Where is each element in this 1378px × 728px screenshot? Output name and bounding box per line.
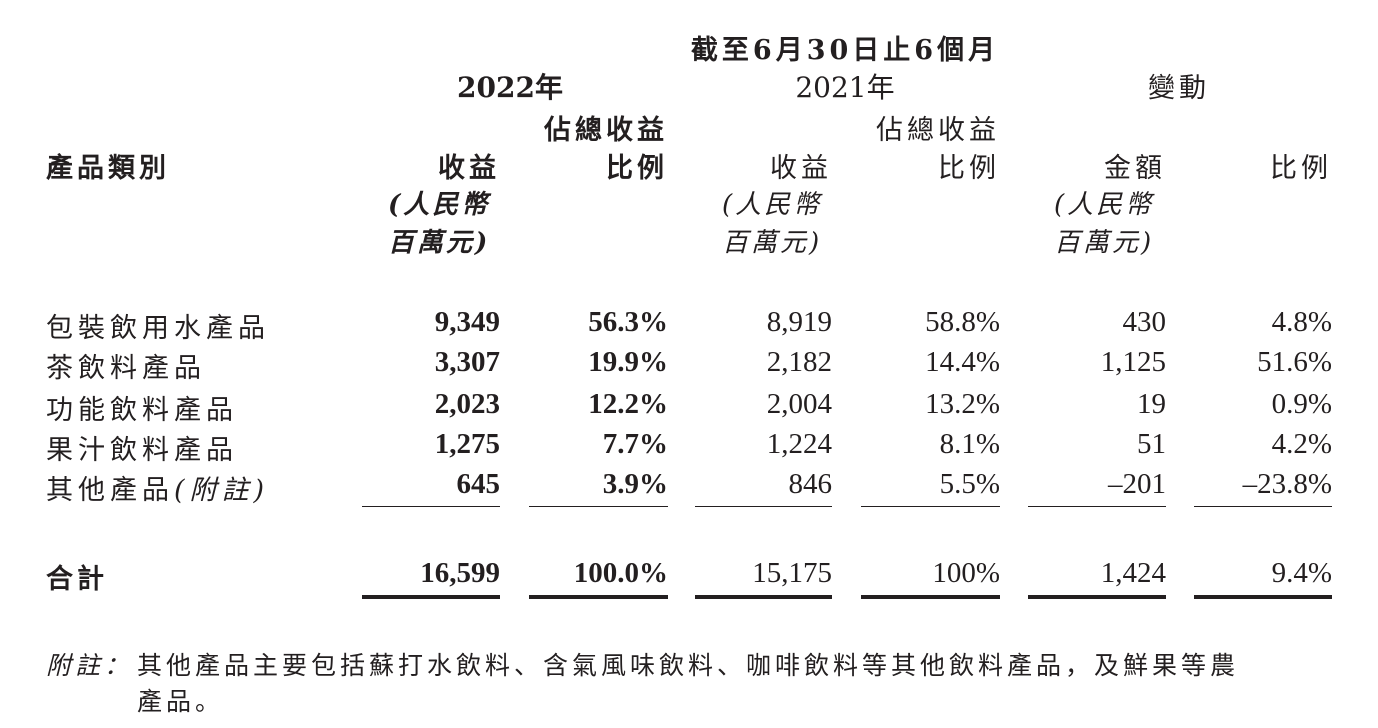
chg-pct-cell: –23.8%	[1242, 468, 1332, 500]
pct-2021-cell: 14.4%	[925, 346, 1000, 378]
pct-2021-cell: 8.1%	[939, 428, 1000, 460]
footnote-text-line1: 其他產品主要包括蘇打水飲料、含氣風味飲料、咖啡飲料等其他飲料產品，及鮮果等農	[137, 651, 1240, 680]
pct-2021-cell: 5.5%	[939, 468, 1000, 500]
total-pct-2022: 100.0%	[573, 557, 668, 589]
total-rule	[1028, 595, 1166, 599]
rev-2021-cell: 1,224	[766, 428, 832, 460]
total-rule	[362, 595, 500, 599]
rev-2022-cell: 645	[456, 468, 501, 500]
year-2021-heading: 2021年	[795, 71, 895, 104]
rev-2022-cell: 3,307	[434, 346, 500, 378]
subtotal-rule	[1194, 506, 1332, 507]
unit-change: (人民幣 百萬元)	[1054, 190, 1155, 258]
chg-pct-cell: 0.9%	[1271, 388, 1332, 420]
subtotal-rule	[362, 506, 500, 507]
chg-amount-cell: 430	[1122, 306, 1167, 338]
pct-2021-cell: 13.2%	[925, 388, 1000, 420]
row-category: 包裝飲用水產品	[46, 313, 270, 344]
subtotal-rule	[1028, 506, 1166, 507]
change-ratio-header: 比例	[1270, 153, 1332, 184]
total-rule	[529, 595, 668, 599]
chg-amount-cell: –201	[1108, 468, 1166, 500]
year-2022-heading: 2022年	[457, 71, 563, 104]
rev-2022-cell: 9,349	[434, 306, 500, 338]
rev-2022-cell: 1,275	[434, 428, 500, 460]
subtotal-rule	[861, 506, 1000, 507]
chg-pct-cell: 4.8%	[1271, 306, 1332, 338]
pct-2022-cell: 12.2%	[588, 388, 668, 420]
chg-pct-cell: 51.6%	[1257, 346, 1332, 378]
total-chg-pct: 9.4%	[1271, 557, 1332, 589]
total-rule	[861, 595, 1000, 599]
row-category: 茶飲料產品	[46, 353, 206, 384]
pct-2022-cell: 3.9%	[602, 468, 668, 500]
footnote-text-line2: 產品。	[137, 687, 225, 716]
revenue-2021-header: 收益	[770, 153, 832, 184]
subtotal-rule	[695, 506, 832, 507]
footnote-label: 附註：	[46, 651, 134, 680]
share-heading-2021: 佔總收益	[876, 115, 1000, 146]
change-heading: 變動	[1148, 73, 1210, 104]
row-category: 功能飲料產品	[46, 395, 238, 426]
unit-2021: (人民幣 百萬元)	[722, 190, 823, 258]
pct-2021-cell: 58.8%	[925, 306, 1000, 338]
total-chg-amount: 1,424	[1100, 557, 1166, 589]
total-rev-2022: 16,599	[420, 557, 500, 589]
rev-2021-cell: 2,182	[766, 346, 832, 378]
chg-pct-cell: 4.2%	[1271, 428, 1332, 460]
category-column-header: 產品類別	[46, 153, 170, 184]
chg-amount-cell: 19	[1137, 388, 1166, 420]
chg-amount-cell: 1,125	[1100, 346, 1166, 378]
total-rule	[1194, 595, 1332, 599]
share-heading-2022: 佔總收益	[544, 115, 668, 146]
category-note-ref: (附註)	[174, 475, 270, 506]
rev-2021-cell: 8,919	[766, 306, 832, 338]
amount-header: 金額	[1104, 153, 1166, 184]
pct-2022-cell: 7.7%	[602, 428, 668, 460]
total-rule	[695, 595, 832, 599]
ratio-2022-header: 比例	[606, 153, 668, 184]
pct-2022-cell: 19.9%	[588, 346, 668, 378]
unit-2022: (人民幣 百萬元)	[388, 190, 491, 258]
ratio-2021-header: 比例	[938, 153, 1000, 184]
rev-2021-cell: 846	[788, 468, 833, 500]
pct-2022-cell: 56.3%	[588, 306, 668, 338]
rev-2021-cell: 2,004	[766, 388, 832, 420]
rev-2022-cell: 2,023	[434, 388, 500, 420]
period-heading: 截至6月30日止6個月	[690, 35, 1000, 66]
chg-amount-cell: 51	[1137, 428, 1166, 460]
row-category: 其他產品(附註)	[46, 475, 270, 506]
revenue-2022-header: 收益	[438, 153, 500, 184]
total-label: 合計	[46, 564, 108, 595]
total-rev-2021: 15,175	[752, 557, 832, 589]
total-pct-2021: 100%	[932, 557, 1000, 589]
subtotal-rule	[529, 506, 668, 507]
row-category: 果汁飲料產品	[46, 435, 238, 466]
